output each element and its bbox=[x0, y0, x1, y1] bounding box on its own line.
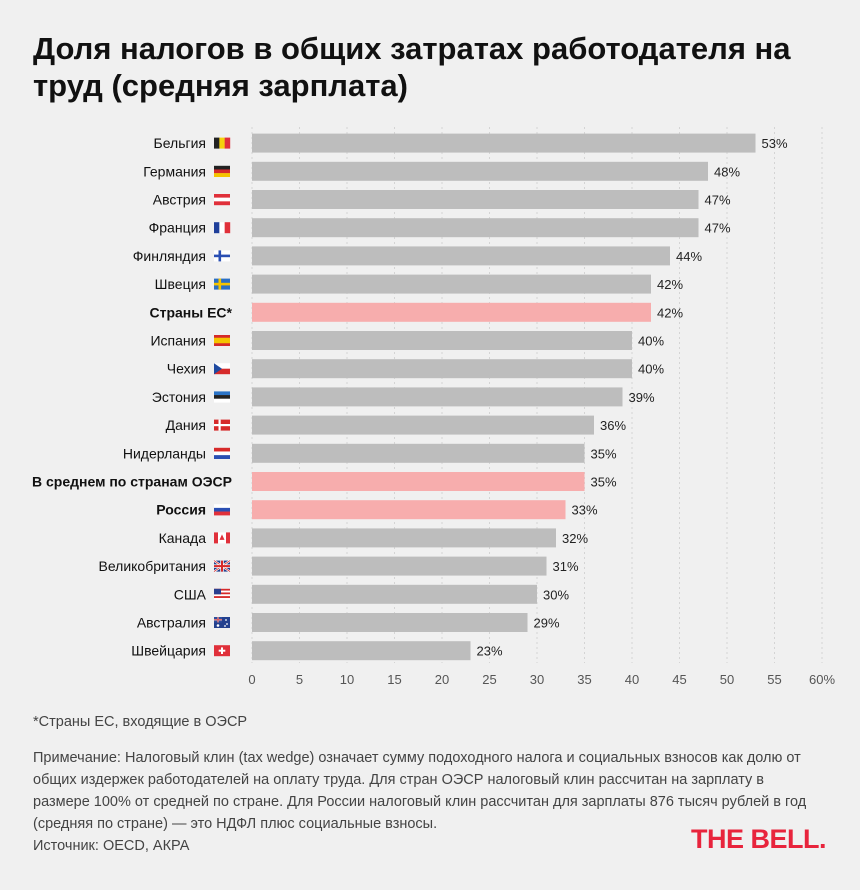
value-label: 29% bbox=[534, 616, 560, 631]
value-label: 42% bbox=[657, 305, 683, 320]
bar-6 bbox=[252, 274, 651, 294]
the-bell-logo: THE BELL. bbox=[691, 824, 827, 854]
bar-12 bbox=[252, 443, 585, 463]
bar-1 bbox=[252, 133, 756, 153]
x-tick-label: 15 bbox=[387, 672, 401, 687]
category-label: В среднем по странам ОЭСР bbox=[32, 474, 232, 490]
bar-8 bbox=[252, 331, 632, 350]
bar-14 bbox=[252, 500, 566, 520]
flag-se-icon bbox=[214, 278, 230, 290]
category-label: Испания bbox=[150, 333, 206, 349]
value-label: 23% bbox=[477, 644, 503, 659]
x-tick-label: 60% bbox=[809, 672, 835, 687]
category-label: Швеция bbox=[155, 276, 206, 292]
value-label: 32% bbox=[562, 531, 588, 546]
flag-es-icon bbox=[214, 335, 230, 346]
bar-3 bbox=[252, 190, 699, 209]
flag-dk-icon bbox=[214, 419, 230, 431]
x-tick-label: 35 bbox=[577, 672, 591, 687]
value-label: 33% bbox=[572, 503, 598, 518]
bar-17 bbox=[252, 584, 537, 604]
category-label: Германия bbox=[143, 163, 206, 179]
category-label: Бельгия bbox=[154, 135, 206, 151]
flag-cz-icon bbox=[214, 363, 230, 375]
category-label: Дания bbox=[166, 417, 206, 433]
source-note: Источник: OECD, АКРА bbox=[33, 838, 190, 854]
category-label: Чехия bbox=[167, 361, 206, 377]
value-label: 40% bbox=[638, 362, 664, 377]
category-label: Эстония bbox=[152, 389, 206, 405]
bar-13 bbox=[252, 472, 585, 491]
value-label: 39% bbox=[629, 390, 655, 405]
bar-5 bbox=[252, 246, 670, 266]
category-label: США bbox=[174, 586, 207, 602]
x-tick-label: 30 bbox=[530, 672, 544, 687]
flag-ch-icon bbox=[214, 645, 230, 657]
x-tick-label: 45 bbox=[672, 672, 686, 687]
bar-16 bbox=[252, 556, 547, 576]
value-label: 36% bbox=[600, 418, 626, 433]
flag-au-icon bbox=[214, 617, 230, 628]
flag-at-icon bbox=[214, 194, 230, 206]
notes-block: *Страны ЕС, входящие в ОЭСР Примечание: … bbox=[33, 711, 823, 857]
bar-15 bbox=[252, 528, 556, 548]
bar-10 bbox=[252, 387, 623, 407]
value-label: 47% bbox=[705, 221, 731, 236]
flag-ca-icon bbox=[214, 532, 230, 544]
category-label: Австрия bbox=[153, 192, 206, 208]
bar-7 bbox=[252, 302, 651, 322]
flag-us-icon bbox=[214, 588, 230, 600]
bar-4 bbox=[252, 218, 699, 238]
category-label: Финляндия bbox=[133, 248, 206, 264]
bars: 53%48%47%47%44%42%42%40%40%39%36%35%35%3… bbox=[252, 133, 788, 661]
chart-title: Доля налогов в общих затратах работодате… bbox=[33, 31, 791, 103]
category-label: Австралия bbox=[137, 615, 206, 631]
value-label: 42% bbox=[657, 277, 683, 292]
flag-ru-icon bbox=[214, 504, 230, 516]
flag-fi-icon bbox=[214, 250, 230, 262]
x-tick-label: 55 bbox=[767, 672, 781, 687]
flag-fr-icon bbox=[214, 222, 231, 234]
value-label: 35% bbox=[591, 446, 617, 461]
bar-2 bbox=[252, 161, 708, 181]
category-labels: Бельгия Германия Австрия Франция Финляндия Шв… bbox=[32, 135, 233, 659]
category-label: Нидерланды bbox=[123, 445, 206, 461]
bar-11 bbox=[252, 415, 594, 435]
flag-be-icon bbox=[214, 137, 231, 149]
flag-gb-icon bbox=[213, 559, 231, 573]
bar-19 bbox=[252, 641, 471, 661]
bar-9 bbox=[252, 359, 632, 379]
x-tick-label: 50 bbox=[720, 672, 734, 687]
category-label: Россия bbox=[156, 502, 206, 518]
flag-ee-icon bbox=[214, 391, 230, 403]
value-label: 31% bbox=[553, 559, 579, 574]
category-label: Франция bbox=[149, 220, 206, 236]
bar-18 bbox=[252, 613, 528, 632]
value-label: 40% bbox=[638, 334, 664, 349]
x-tick-label: 40 bbox=[625, 672, 639, 687]
value-label: 48% bbox=[714, 164, 740, 179]
bar-chart: 53%48%47%47%44%42%42%40%40%39%36%35%35%3… bbox=[32, 127, 835, 687]
x-tick-label: 20 bbox=[435, 672, 449, 687]
x-tick-label: 0 bbox=[248, 672, 255, 687]
x-tick-label: 10 bbox=[340, 672, 354, 687]
category-label: Великобритания bbox=[98, 558, 206, 574]
footnote: *Страны ЕС, входящие в ОЭСР bbox=[33, 714, 248, 730]
value-label: 35% bbox=[591, 475, 617, 490]
category-label: Страны ЕС* bbox=[149, 304, 232, 320]
flag-de-icon bbox=[214, 165, 230, 177]
value-label: 30% bbox=[543, 587, 569, 602]
value-label: 44% bbox=[676, 249, 702, 264]
flag-nl-icon bbox=[214, 447, 230, 459]
category-label: Канада bbox=[159, 530, 207, 546]
x-tick-label: 5 bbox=[296, 672, 303, 687]
x-tick-label: 25 bbox=[482, 672, 496, 687]
value-label: 53% bbox=[762, 136, 788, 151]
value-label: 47% bbox=[705, 193, 731, 208]
methodology-note: Примечание: Налоговый клин (tax wedge) о… bbox=[33, 750, 807, 832]
category-label: Швейцария bbox=[131, 643, 206, 659]
x-axis-ticks: 0 5 10 15 20 25 30 35 40 45 50 55 60% bbox=[248, 672, 835, 687]
